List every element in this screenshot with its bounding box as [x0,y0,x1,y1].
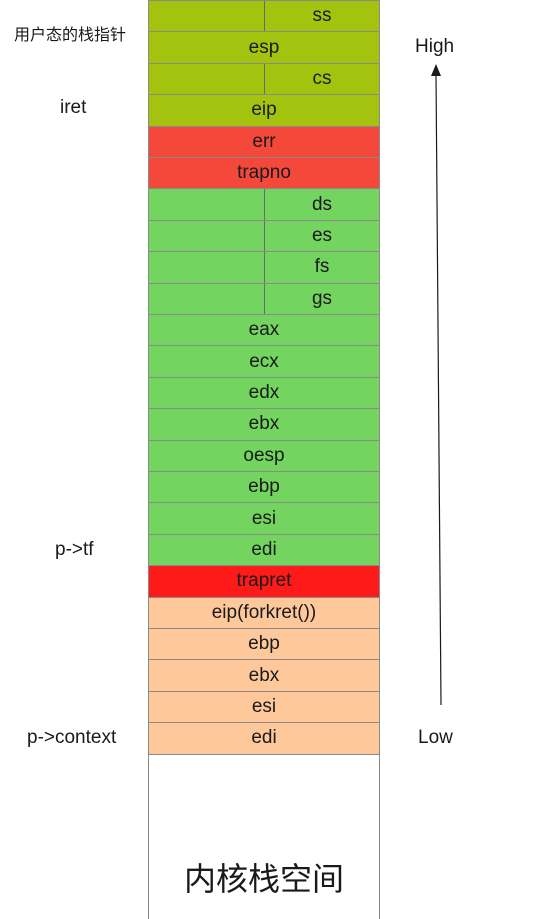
arrow-head [431,64,441,76]
stack-cell-cs: cs [148,62,380,96]
stack-cell-esp: esp [148,31,380,64]
stack-cell-ebx: ebx [148,659,380,692]
stack-cell-ecx: ecx [148,345,380,378]
stack-cell-err: err [148,125,380,158]
stack-cell-label: edi [251,727,277,749]
cell-divider [264,283,265,314]
stack-cell-esi: esi [148,690,380,724]
stack-cell-label: ecx [249,350,279,372]
stack-cell-label: err [252,130,276,152]
stack-cell-ebp: ebp [148,471,380,504]
stack-cell-edi: edi [148,533,380,567]
stack-cell-esi: esi [148,502,380,535]
stack-cell-ss: ss [148,0,380,33]
stack-cell-label: eax [248,319,280,341]
stack-cell-label: esi [251,507,277,529]
cell-divider [264,220,265,252]
high-label: High [415,36,455,57]
low-label: Low [418,727,453,748]
stack-cell-label: ebp [248,633,280,655]
stack-cell-ebp: ebp [148,628,380,661]
stack-cell-gs: gs [148,282,380,315]
stack-cell-label: trapno [237,162,291,184]
stack-cell-es: es [148,219,380,253]
stack-cell-label: fs [314,256,330,278]
iret-label: iret [60,97,87,118]
cell-divider [264,189,265,220]
stack-cell-label: eip [251,99,277,121]
stack-cell-label: eip(forkret()) [211,601,317,623]
stack-cell-label: es [311,224,333,246]
stack-cell-ebx: ebx [148,408,380,441]
stack-cell-label: esp [248,36,280,58]
stack-cell-label: trapret [236,570,292,592]
stack-cell-label: esi [251,695,277,717]
stack-cell-label: ebp [248,476,280,498]
stack-cell-label: edx [248,381,280,403]
stack-cell-ds: ds [148,188,380,221]
user-stack-pointer-label: 用户态的栈指针 [14,25,127,44]
stack-cell-fs: fs [148,251,380,284]
stack-cell-label: ds [311,193,333,215]
cell-divider [264,1,265,32]
cell-divider [264,63,265,95]
stack-cell-label: cs [312,67,332,89]
stack-cell-label: edi [251,538,277,560]
stack-cell-label: ebx [248,413,280,435]
stack-cell-oesp: oesp [148,439,380,472]
kernel-stack-space-label: 内核栈空间 [183,859,344,898]
cell-divider [264,252,265,283]
stack-cell-label: ss [312,5,332,27]
stack-cell-eip: eip [148,94,380,127]
kernel-stack-space: 内核栈空间 [148,753,380,919]
stack-cell-label: ebx [248,664,280,686]
stack-cell-label: oesp [243,444,285,466]
arrow-shaft [435,73,442,706]
stack-cell-eip-forkret: eip(forkret()) [148,596,380,629]
stack-cell-trapret: trapret [148,565,380,598]
growth-arrow [431,64,442,706]
stack-cell-edx: edx [148,376,380,410]
p-context-label: p->context [27,727,117,748]
p-tf-label: p->tf [55,539,94,560]
stack-cell-edi: edi [148,722,380,755]
stack-cell-label: gs [311,287,333,309]
stack-cell-eax: eax [148,314,380,347]
stack-cell-trapno: trapno [148,157,380,190]
